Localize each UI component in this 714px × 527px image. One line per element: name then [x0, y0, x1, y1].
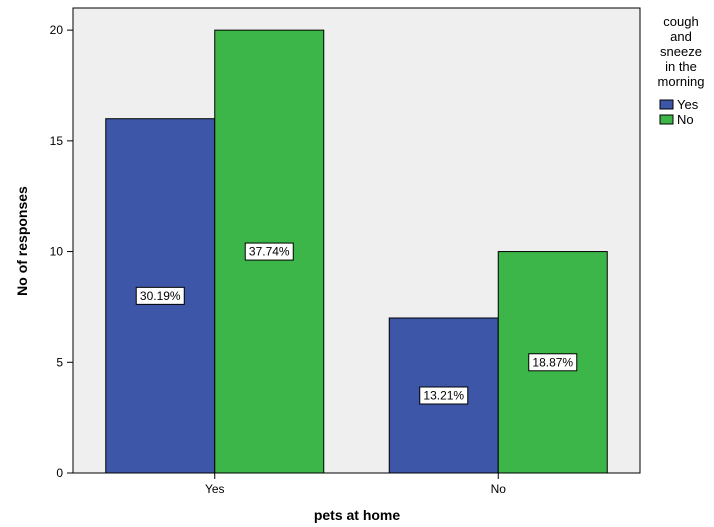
x-tick-label: Yes — [205, 482, 225, 496]
legend-title-line: in the — [665, 59, 697, 74]
legend-label-yes: Yes — [677, 97, 699, 112]
legend-swatch-no — [659, 114, 674, 125]
data-label: 30.19% — [140, 289, 181, 303]
legend-label-no: No — [677, 112, 694, 127]
legend-title-line: and — [670, 29, 692, 44]
legend-swatch-yes — [659, 99, 674, 110]
y-tick-label: 15 — [50, 134, 64, 148]
y-tick-label: 0 — [56, 466, 63, 480]
data-label: 18.87% — [532, 355, 573, 369]
x-tick-label: No — [491, 482, 507, 496]
y-tick-label: 10 — [50, 245, 64, 259]
x-axis: Yes No — [205, 473, 506, 496]
y-tick-label: 5 — [56, 355, 63, 369]
legend-title-line: cough — [663, 14, 698, 29]
legend: cough and sneeze in the morning Yes No — [658, 14, 705, 127]
legend-title-line: sneeze — [660, 44, 702, 59]
y-axis: 0 5 10 15 20 — [50, 23, 73, 480]
legend-title-line: morning — [658, 74, 705, 89]
data-label-box — [244, 242, 294, 261]
y-axis-title: No of responses — [14, 186, 30, 296]
x-axis-title: pets at home — [314, 507, 401, 523]
data-label-box — [135, 286, 185, 305]
data-label-box — [419, 386, 469, 405]
data-labels-layer: 30.19% 37.74% 13.21% 18.87% — [135, 242, 578, 405]
data-label: 37.74% — [249, 245, 290, 259]
data-label-box — [528, 353, 578, 372]
y-tick-label: 20 — [50, 23, 64, 37]
data-label: 13.21% — [423, 389, 464, 403]
